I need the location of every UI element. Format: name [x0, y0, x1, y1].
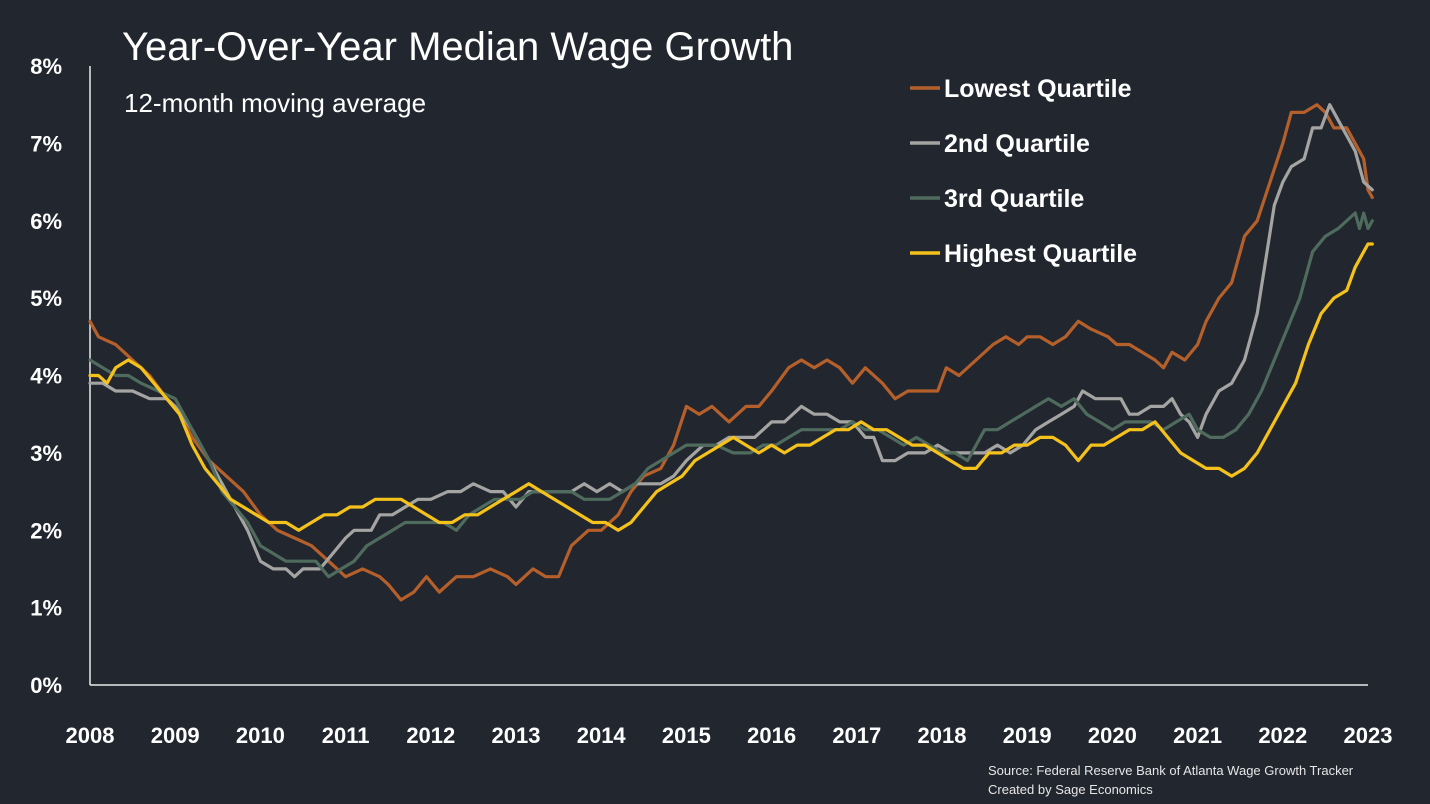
x-tick-label: 2017 [832, 723, 881, 748]
y-axis-ticks: 0% 1% 2% 3% 4% 5% 6% 7% 8% [30, 54, 62, 698]
x-tick-label: 2009 [151, 723, 200, 748]
y-tick-label: 7% [30, 131, 62, 156]
y-tick-label: 8% [30, 54, 62, 79]
x-tick-label: 2021 [1173, 723, 1222, 748]
y-tick-label: 3% [30, 441, 62, 466]
y-tick-label: 0% [30, 673, 62, 698]
x-tick-label: 2012 [406, 723, 455, 748]
legend-label-3rd-quartile: 3rd Quartile [944, 185, 1084, 213]
x-tick-label: 2018 [918, 723, 967, 748]
x-tick-label: 2016 [747, 723, 796, 748]
legend-label-highest-quartile: Highest Quartile [944, 240, 1137, 268]
x-tick-label: 2010 [236, 723, 285, 748]
x-tick-label: 2023 [1344, 723, 1393, 748]
y-tick-label: 6% [30, 209, 62, 234]
chart-title: Year-Over-Year Median Wage Growth [122, 25, 793, 69]
x-tick-label: 2020 [1088, 723, 1137, 748]
x-axis-ticks: 2008 2009 2010 2011 2012 2013 2014 2015 2016 2017… [66, 723, 1393, 748]
legend-label-lowest-quartile: Lowest Quartile [944, 75, 1132, 103]
series-line-highest-quartile [88, 242, 1374, 532]
x-tick-label: 2015 [662, 723, 711, 748]
x-tick-label: 2008 [66, 723, 115, 748]
legend-label-2nd-quartile: 2nd Quartile [944, 130, 1090, 158]
x-tick-label: 2013 [492, 723, 541, 748]
y-tick-label: 4% [30, 364, 62, 389]
y-tick-label: 1% [30, 596, 62, 621]
source-line-1: Source: Federal Reserve Bank of Atlanta … [988, 763, 1354, 778]
source-line-2: Created by Sage Economics [988, 782, 1153, 797]
series-lines [88, 103, 1374, 602]
x-tick-label: 2014 [577, 723, 627, 748]
x-tick-label: 2011 [322, 723, 370, 748]
x-tick-label: 2019 [1003, 723, 1052, 748]
series-line-2nd-quartile [88, 103, 1374, 579]
x-tick-label: 2022 [1258, 723, 1307, 748]
series-line-lowest-quartile [88, 103, 1374, 602]
legend: Lowest Quartile 2nd Quartile 3rd Quartile H… [910, 75, 1137, 268]
y-tick-label: 5% [30, 286, 62, 311]
chart-subtitle: 12-month moving average [124, 88, 426, 118]
y-tick-label: 2% [30, 518, 62, 543]
